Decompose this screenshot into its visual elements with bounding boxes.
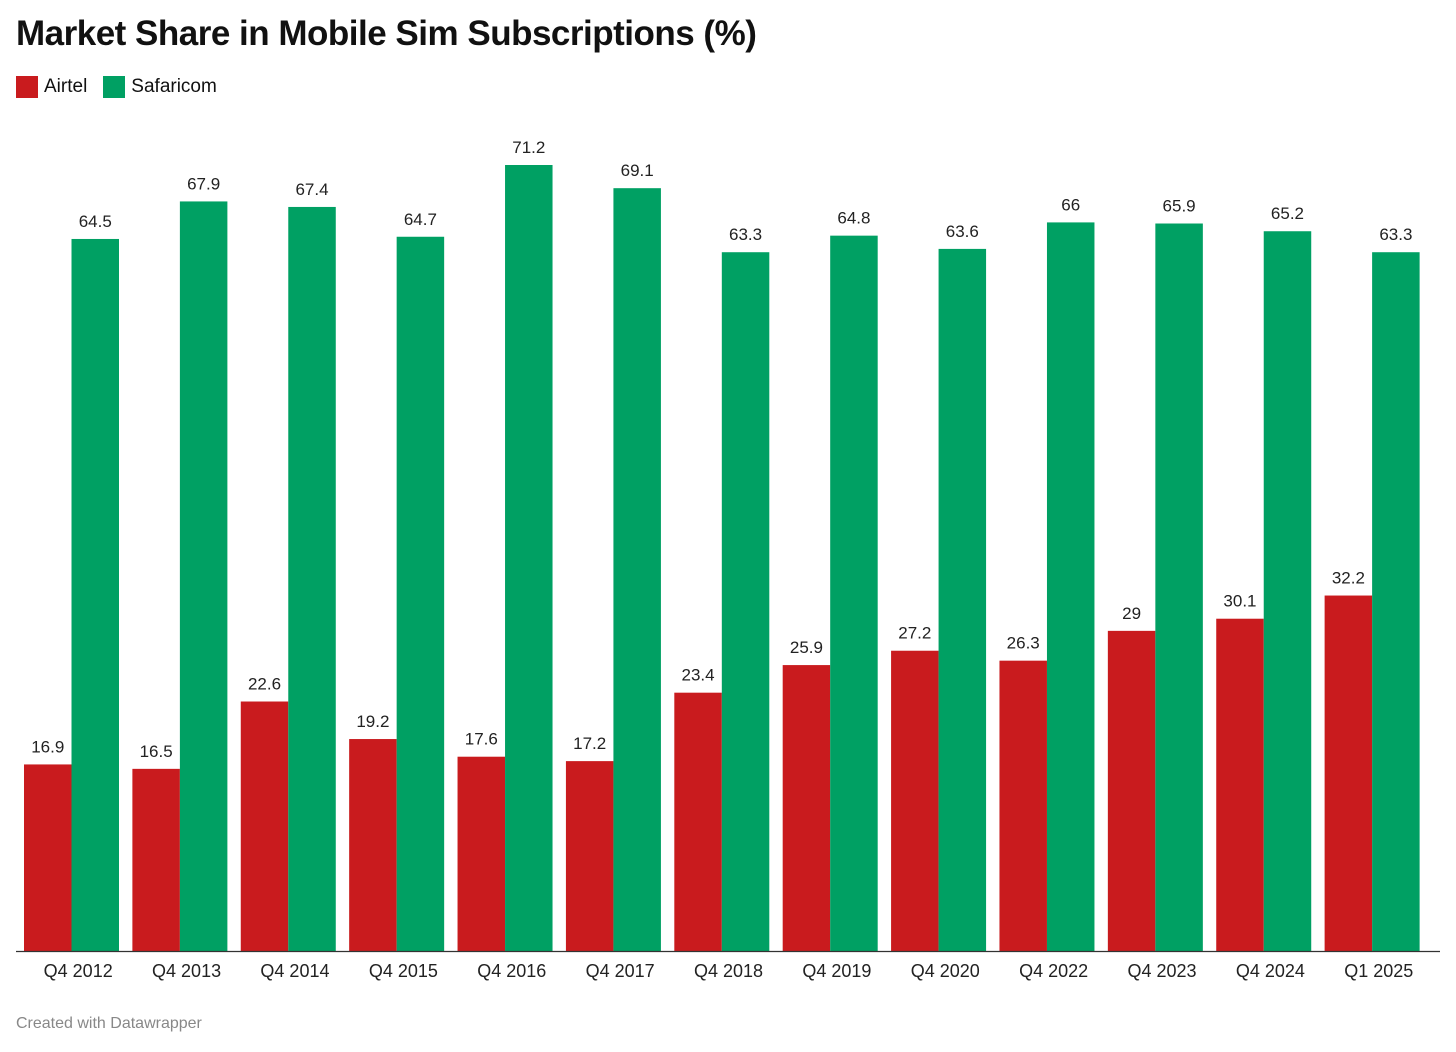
bar-airtel — [349, 739, 397, 951]
bar-airtel — [457, 756, 506, 951]
bar-airtel — [565, 761, 614, 951]
chart-title: Market Share in Mobile Sim Subscriptions… — [16, 14, 757, 53]
data-label-safaricom: 65.2 — [1271, 204, 1304, 223]
x-tick-label: Q4 2015 — [369, 961, 438, 981]
x-tick-label: Q4 2024 — [1236, 961, 1305, 981]
data-label-airtel: 16.9 — [31, 737, 64, 756]
legend-label-airtel: Airtel — [44, 76, 88, 97]
bar-chart: 16.9 64.5 Q4 2012 16.5 67.9 Q4 2013 22.6 67.4 Q4… — [16, 138, 1440, 981]
x-tick-label: Q4 2012 — [44, 961, 113, 981]
data-label-airtel: 25.9 — [790, 638, 823, 657]
footer-credit: Created with Datawrapper — [16, 1015, 202, 1032]
x-tick-label: Q4 2018 — [694, 961, 763, 981]
data-label-airtel: 26.3 — [1007, 634, 1040, 653]
bar-safaricom — [1372, 252, 1420, 951]
data-label-safaricom: 63.6 — [946, 222, 979, 241]
bar-airtel — [24, 764, 72, 951]
data-label-airtel: 17.6 — [465, 730, 498, 749]
x-tick-label: Q4 2023 — [1128, 961, 1197, 981]
bar-safaricom — [1155, 223, 1203, 951]
bar-airtel — [1107, 630, 1156, 951]
x-tick-label: Q4 2019 — [802, 961, 871, 981]
data-label-airtel: 27.2 — [898, 624, 931, 643]
data-label-safaricom: 67.9 — [187, 174, 220, 193]
bar-safaricom — [938, 248, 987, 952]
data-label-safaricom: 64.5 — [79, 212, 112, 231]
bar-safaricom — [288, 206, 336, 951]
data-label-safaricom: 64.7 — [404, 210, 437, 229]
bar-safaricom — [505, 165, 553, 951]
data-label-airtel: 32.2 — [1332, 569, 1365, 588]
data-label-airtel: 22.6 — [248, 675, 281, 694]
bar-safaricom — [721, 252, 770, 951]
data-label-safaricom: 71.2 — [512, 138, 545, 157]
legend-label-safaricom: Safaricom — [131, 76, 217, 97]
bar-airtel — [674, 692, 722, 951]
bar-safaricom — [613, 188, 661, 951]
data-label-safaricom: 64.8 — [837, 209, 870, 228]
data-label-airtel: 19.2 — [356, 712, 389, 731]
data-label-airtel: 17.2 — [573, 734, 606, 753]
bar-airtel — [891, 650, 939, 951]
legend-item-safaricom: Safaricom — [103, 76, 217, 98]
x-tick-label: Q1 2025 — [1344, 961, 1413, 981]
bar-safaricom — [396, 236, 445, 951]
bar-airtel — [999, 660, 1047, 951]
bar-safaricom — [179, 201, 228, 951]
bar-airtel — [782, 665, 831, 951]
x-tick-label: Q4 2022 — [1019, 961, 1088, 981]
bar-safaricom — [1046, 222, 1095, 952]
data-label-airtel: 23.4 — [682, 666, 715, 685]
legend-item-airtel: Airtel — [16, 76, 87, 98]
bar-airtel — [1324, 595, 1373, 951]
data-label-safaricom: 63.3 — [1379, 225, 1412, 244]
x-tick-label: Q4 2020 — [911, 961, 980, 981]
data-label-safaricom: 63.3 — [729, 225, 762, 244]
bar-airtel — [132, 768, 180, 951]
x-tick-label: Q4 2016 — [477, 961, 546, 981]
data-label-safaricom: 66 — [1061, 195, 1080, 214]
x-tick-label: Q4 2014 — [260, 961, 329, 981]
x-tick-label: Q4 2013 — [152, 961, 221, 981]
data-label-airtel: 16.5 — [140, 742, 173, 761]
bar-safaricom — [1263, 231, 1312, 951]
bar-safaricom — [71, 238, 119, 951]
data-label-airtel: 29 — [1122, 604, 1141, 623]
legend: Airtel Safaricom — [16, 76, 233, 98]
data-label-safaricom: 67.4 — [295, 180, 328, 199]
bar-airtel — [240, 701, 289, 951]
bar-safaricom — [830, 235, 878, 952]
legend-swatch-safaricom — [103, 76, 126, 98]
data-label-airtel: 30.1 — [1223, 592, 1256, 611]
bar-airtel — [1216, 618, 1264, 951]
x-tick-label: Q4 2017 — [586, 961, 655, 981]
data-label-safaricom: 65.9 — [1163, 197, 1196, 216]
legend-swatch-airtel — [16, 76, 38, 98]
data-label-safaricom: 69.1 — [621, 161, 654, 180]
